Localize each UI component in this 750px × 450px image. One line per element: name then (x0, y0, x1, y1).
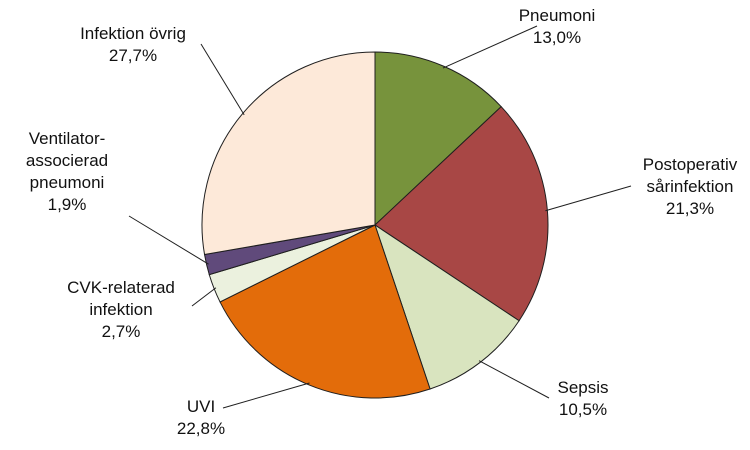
leader-line-sepsis (478, 360, 550, 399)
slice-label-sepsis: Sepsis 10,5% (557, 378, 608, 419)
pie-slices (201, 51, 549, 399)
slice-name-label: Ventilator- (29, 129, 106, 148)
slice-name-label: Infektion övrig (80, 24, 186, 43)
leader-line-cvk-relaterad-infektion (191, 287, 217, 307)
slice-name-label: sårinfektion (647, 177, 734, 196)
leader-lines (128, 25, 632, 409)
slice-label-pneumoni: Pneumoni 13,0% (519, 6, 596, 47)
pie-slice-uvi (219, 224, 431, 399)
leader-line-uvi (222, 382, 310, 409)
slice-name-label: Pneumoni (519, 6, 596, 25)
slice-value-label: 21,3% (666, 199, 714, 218)
slice-label-uvi: UVI 22,8% (177, 397, 225, 438)
pie-slice-infektion-ovrig (201, 51, 376, 256)
slice-value-label: 10,5% (559, 400, 607, 419)
slice-value-label: 1,9% (48, 195, 87, 214)
slice-value-label: 22,8% (177, 419, 225, 438)
slice-value-label: 2,7% (102, 322, 141, 341)
leader-line-infektion-ovrig (200, 43, 245, 116)
slice-name-label: associerad (26, 151, 108, 170)
slice-value-label: 13,0% (533, 28, 581, 47)
slice-value-label: 27,7% (109, 46, 157, 65)
leader-line-pneumoni (442, 25, 538, 69)
slice-label-infektion-ovrig: Infektion övrig 27,7% (80, 24, 186, 65)
slice-labels: Pneumoni 13,0% Postoperativ sårinfektion 21,… (26, 6, 738, 438)
slice-label-postoperativ-sarinfektion: Postoperativ sårinfektion 21,3% (643, 155, 738, 218)
slice-name-label: Postoperativ (643, 155, 738, 174)
slice-name-label: UVI (187, 397, 215, 416)
pie-slice-sepsis (374, 223, 520, 390)
leader-line-postoperativ-sarinfektion (545, 185, 632, 212)
slice-name-label: pneumoni (30, 173, 105, 192)
slice-label-cvk-relaterad-infektion: CVK-relaterad infektion 2,7% (67, 278, 175, 341)
slice-name-label: CVK-relaterad (67, 278, 175, 297)
slice-name-label: infektion (89, 300, 152, 319)
pie-slice-pneumoni (374, 51, 502, 227)
slice-label-ventilator-associerad-pneumoni: Ventilator-associerad pneumoni 1,9% (26, 129, 108, 214)
slice-name-label: Sepsis (557, 378, 608, 397)
leader-line-ventilator-associerad-pneumoni (128, 215, 209, 265)
